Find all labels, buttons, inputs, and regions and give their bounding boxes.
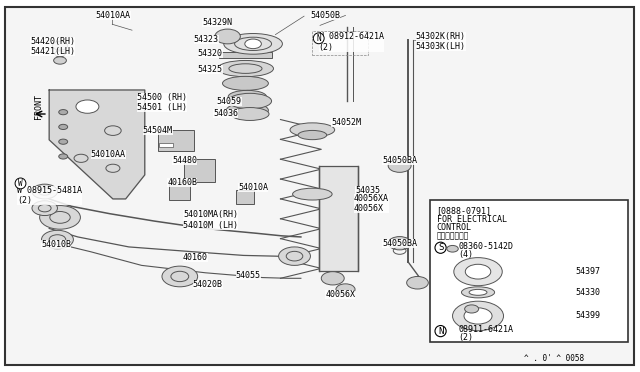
Text: 54059: 54059 xyxy=(217,97,242,106)
Ellipse shape xyxy=(228,93,271,109)
Ellipse shape xyxy=(224,33,282,54)
Circle shape xyxy=(76,100,99,113)
Text: 54010A: 54010A xyxy=(239,183,268,192)
Text: 54420(RH)
54421(LH): 54420(RH) 54421(LH) xyxy=(30,37,75,56)
Text: 08360-5142D: 08360-5142D xyxy=(458,242,513,251)
Circle shape xyxy=(454,258,502,286)
Ellipse shape xyxy=(218,61,273,77)
Text: 電子制御タイプ: 電子制御タイプ xyxy=(436,231,469,240)
Text: 54323: 54323 xyxy=(194,35,219,44)
Circle shape xyxy=(388,237,411,250)
Circle shape xyxy=(59,110,68,115)
Bar xyxy=(312,31,369,55)
Polygon shape xyxy=(49,90,145,199)
Text: W: W xyxy=(18,179,23,188)
Text: 54302K(RH)
54303K(LH): 54302K(RH) 54303K(LH) xyxy=(415,32,465,51)
Text: 54500 (RH)
54501 (LH): 54500 (RH) 54501 (LH) xyxy=(137,93,187,112)
Bar xyxy=(184,160,215,182)
Text: 40056XA
40056X: 40056XA 40056X xyxy=(354,194,388,214)
Circle shape xyxy=(465,305,479,313)
Text: 54050BA: 54050BA xyxy=(383,155,417,165)
Text: 40056X: 40056X xyxy=(325,290,355,299)
Text: W 08915-5481A
(2): W 08915-5481A (2) xyxy=(17,186,83,205)
Ellipse shape xyxy=(298,131,326,140)
Text: N 08912-6421A
(2): N 08912-6421A (2) xyxy=(319,32,384,52)
Circle shape xyxy=(54,57,67,64)
Text: S: S xyxy=(438,243,444,252)
Bar xyxy=(169,182,190,200)
Circle shape xyxy=(40,206,81,229)
Circle shape xyxy=(388,159,411,172)
Circle shape xyxy=(32,201,58,215)
Text: 54055: 54055 xyxy=(236,271,261,280)
Text: 54050BA: 54050BA xyxy=(383,239,417,248)
Circle shape xyxy=(215,29,241,44)
Circle shape xyxy=(452,301,504,331)
Circle shape xyxy=(406,276,428,289)
Circle shape xyxy=(42,230,74,249)
Text: 54010MA(RH)
54010M (LH): 54010MA(RH) 54010M (LH) xyxy=(183,210,238,230)
Circle shape xyxy=(52,41,68,50)
Text: 54035: 54035 xyxy=(355,186,380,195)
Circle shape xyxy=(464,308,492,324)
Text: 54020B: 54020B xyxy=(193,280,223,289)
Text: 54329N: 54329N xyxy=(202,18,232,27)
Bar xyxy=(319,166,358,271)
Text: 54397: 54397 xyxy=(575,267,600,276)
Text: 54325: 54325 xyxy=(198,65,223,74)
Circle shape xyxy=(321,272,344,285)
Text: 54052M: 54052M xyxy=(332,118,362,127)
Circle shape xyxy=(465,264,491,279)
Circle shape xyxy=(336,284,355,295)
Text: ^ . 0' ^ 0058: ^ . 0' ^ 0058 xyxy=(524,354,584,363)
Circle shape xyxy=(59,139,68,144)
Text: [0888-0791]: [0888-0791] xyxy=(436,206,492,215)
Text: 54050B: 54050B xyxy=(310,11,340,20)
Bar xyxy=(159,143,173,147)
Text: 54330: 54330 xyxy=(575,288,600,297)
Text: 08911-6421A: 08911-6421A xyxy=(458,326,513,334)
Text: 54010AA: 54010AA xyxy=(96,11,131,20)
Text: 40160: 40160 xyxy=(183,253,208,263)
Ellipse shape xyxy=(469,289,487,295)
Text: 54399: 54399 xyxy=(575,311,600,320)
Ellipse shape xyxy=(227,103,268,118)
Text: (4): (4) xyxy=(458,250,473,259)
Ellipse shape xyxy=(223,76,268,90)
Bar xyxy=(236,190,253,204)
Text: 54320: 54320 xyxy=(198,49,223,58)
Text: 40160B: 40160B xyxy=(167,178,197,187)
Text: 54010AA: 54010AA xyxy=(91,150,125,159)
Text: (2): (2) xyxy=(458,333,473,342)
Ellipse shape xyxy=(292,188,332,200)
Bar xyxy=(157,129,195,151)
Text: 54480: 54480 xyxy=(172,156,197,166)
Text: N: N xyxy=(316,34,321,43)
Circle shape xyxy=(245,39,261,49)
Ellipse shape xyxy=(228,90,266,103)
Ellipse shape xyxy=(461,287,495,298)
Circle shape xyxy=(32,184,58,199)
Text: 54036: 54036 xyxy=(213,109,238,118)
Circle shape xyxy=(278,247,310,265)
Circle shape xyxy=(59,154,68,159)
Text: FOR ELECTRICAL: FOR ELECTRICAL xyxy=(436,215,507,224)
Circle shape xyxy=(59,124,68,129)
Text: 54010B: 54010B xyxy=(41,240,71,249)
Ellipse shape xyxy=(231,108,269,121)
Circle shape xyxy=(447,246,458,252)
Circle shape xyxy=(162,266,198,287)
Bar xyxy=(430,200,628,342)
Text: CONTROL: CONTROL xyxy=(436,223,472,232)
Text: N: N xyxy=(438,327,444,336)
Ellipse shape xyxy=(290,123,335,137)
Text: FRONT: FRONT xyxy=(34,94,43,119)
Bar xyxy=(220,52,271,58)
Text: 54504M: 54504M xyxy=(143,126,173,135)
